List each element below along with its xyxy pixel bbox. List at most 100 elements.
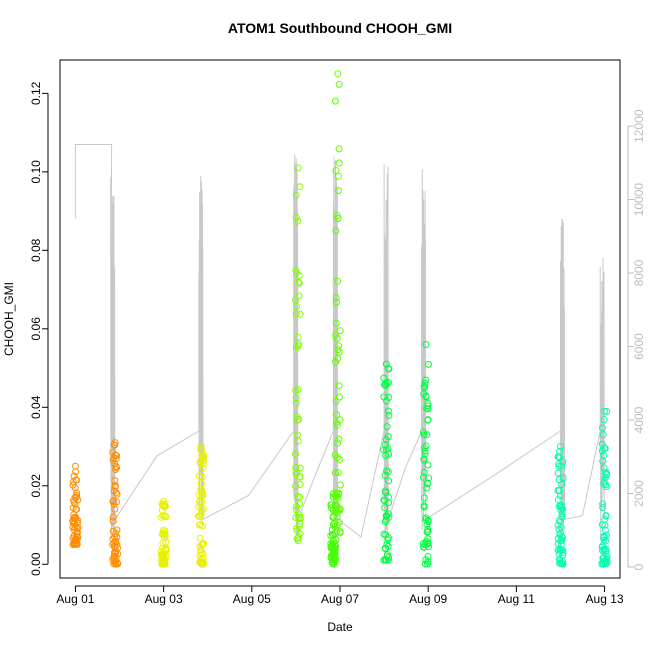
x-tick-label: Aug 01 [56,592,94,606]
data-point [198,560,206,568]
data-point [383,512,391,520]
data-point [197,546,205,554]
y-axis-label: CHOOH_GMI [2,282,16,356]
data-point [333,334,341,342]
y-tick-label: 0.00 [29,552,43,576]
data-point [333,513,341,521]
data-point [335,80,343,88]
data-point [292,482,300,490]
data-point [332,294,340,302]
data-point [334,439,342,447]
y-tick-label: 0.06 [29,317,43,341]
data-point [296,493,304,501]
y2-tick-label: 8000 [632,259,646,286]
data-point [294,333,302,341]
data-point [599,500,607,508]
data-point [109,517,117,525]
chart-title: ATOM1 Southbound CHOOH_GMI [228,20,452,36]
data-point [157,513,165,521]
data-point [295,278,303,286]
data-point [109,497,117,505]
data-point [109,513,117,521]
data-point [334,355,342,363]
data-point [600,480,608,488]
data-point [333,502,341,509]
data-point [198,456,205,464]
data-point [292,464,300,471]
data-point [385,393,393,401]
data-point [110,454,118,462]
data-point [424,560,431,568]
data-point [601,526,609,534]
y-tick-label: 0.02 [29,474,43,498]
data-point [420,468,428,476]
data-point [69,481,77,489]
scatter-series-1 [109,439,122,568]
data-point [424,516,432,524]
data-point [555,555,563,563]
data-point [70,520,78,528]
data-point [113,526,121,534]
scatter-series-0 [69,462,82,549]
data-point [555,462,563,470]
data-point [600,464,608,472]
data-point [329,490,337,498]
y-tick-label: 0.10 [29,160,43,184]
data-point [421,450,429,458]
data-point [334,172,342,180]
data-point [113,490,121,498]
data-point [599,560,607,568]
data-point [332,319,340,327]
data-point [382,379,390,387]
data-point [197,443,205,450]
data-point [420,431,428,439]
plot-frame [59,59,621,579]
data-point [384,556,392,564]
data-point [199,522,207,530]
data-point [293,416,301,424]
data-point [72,535,80,543]
data-point [197,446,205,454]
data-point [335,342,343,350]
y-tick-label: 0.08 [29,238,43,262]
data-point [336,456,343,463]
data-point [296,520,304,527]
data-point [423,484,431,492]
data-point [385,493,392,501]
data-point [601,473,609,481]
data-point [599,547,607,555]
data-point [336,327,344,335]
data-point [603,470,611,478]
data-point [159,526,167,534]
data-point [335,187,342,195]
data-point [334,521,341,529]
data-point [602,547,610,555]
data-point [385,378,392,386]
x-tick-label: Aug 05 [233,592,271,606]
data-point [334,70,342,78]
data-point [385,499,393,506]
data-point [162,502,169,510]
data-point [600,534,608,541]
data-point [424,528,432,535]
data-point [385,450,393,458]
y2-tick-label: 2000 [632,480,646,507]
data-point [422,442,430,450]
data-point [559,505,567,513]
data-point [196,500,204,508]
data-point [558,462,565,470]
data-point [424,461,432,469]
data-point [421,447,429,455]
data-point [555,525,563,533]
data-point [423,480,431,487]
data-point [336,528,344,536]
data-point [161,554,169,562]
data-point [420,473,427,481]
data-point [384,364,392,372]
data-point [424,416,432,424]
data-point [292,394,300,402]
data-point [554,546,562,554]
data-point [556,546,564,554]
data-point [420,503,428,511]
data-point [199,454,207,462]
